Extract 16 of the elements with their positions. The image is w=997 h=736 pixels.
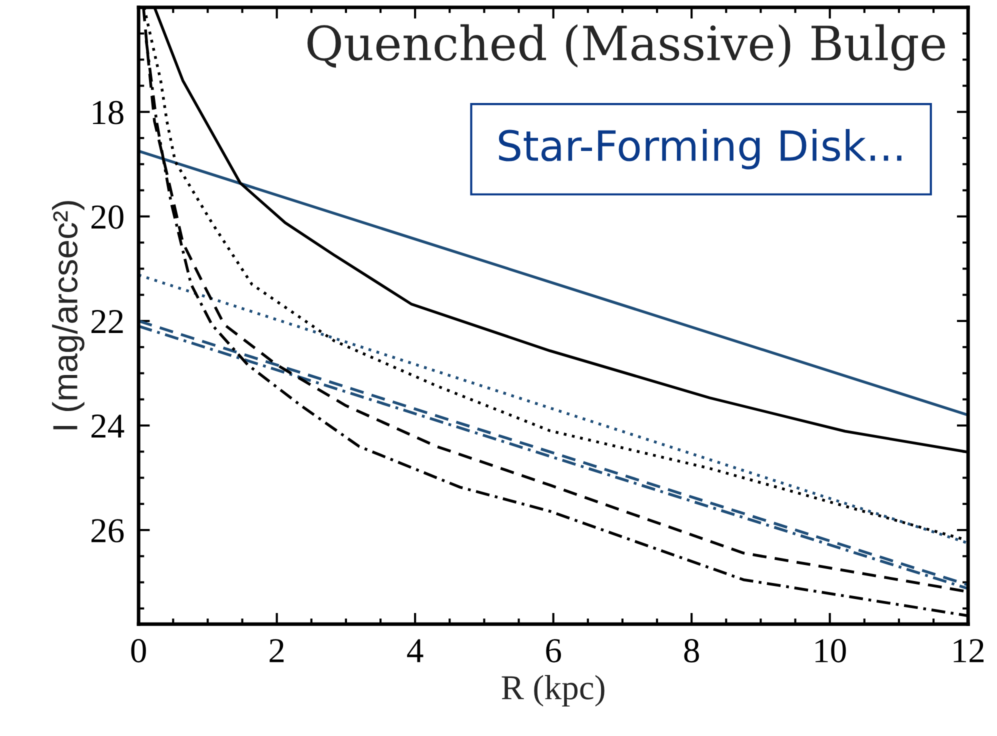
y-tick-label: 20 [91,205,124,229]
annotation: Quenched (Massive) Bulge [308,24,945,71]
y-tick-label: 22 [91,310,123,334]
x-tick-label: 12 [954,639,984,662]
x-tick-label: 8 [684,639,699,662]
y-tick-label: 26 [91,519,124,542]
y-tick-label: 18 [93,100,124,124]
y-axis-title: I (mag/arcsec²) [52,201,84,430]
x-tick-label: 4 [407,639,424,662]
x-tick-label: 2 [270,639,284,662]
x-tick-label: 6 [546,639,561,662]
x-tick-label: 0 [131,639,146,662]
y-tick-label: 24 [91,414,124,438]
x-axis-title: R (kpc) [502,675,604,707]
x-tick-label: 10 [816,639,846,662]
annotation: Star-Forming Disk... [498,129,902,170]
